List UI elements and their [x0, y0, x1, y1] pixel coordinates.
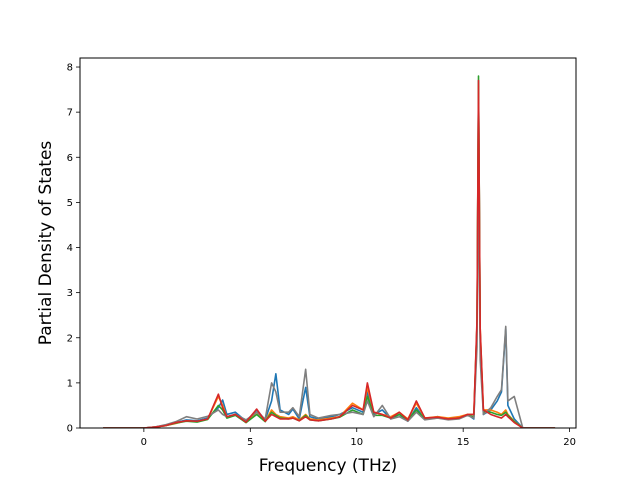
y-tick-label: 5 [67, 198, 73, 209]
x-tick-label: 0 [141, 437, 147, 448]
y-tick-label: 8 [67, 63, 73, 74]
x-tick-label: 5 [247, 437, 253, 448]
series-line-4 [102, 165, 556, 428]
x-axis-ticks: 0 5 10 15 20 [141, 428, 576, 448]
y-tick-label: 3 [67, 288, 73, 299]
x-tick-label: 20 [563, 437, 576, 448]
x-tick-label: 15 [457, 437, 470, 448]
y-axis-label: Partial Density of States [36, 141, 56, 346]
x-axis-label: Frequency (THz) [259, 456, 398, 476]
y-tick-label: 0 [67, 424, 73, 435]
y-tick-label: 4 [67, 243, 73, 254]
y-tick-label: 7 [67, 108, 73, 119]
series-layer [102, 75, 556, 428]
x-tick-label: 10 [350, 437, 363, 448]
y-axis-ticks: 0 1 2 3 4 5 6 7 8 [67, 63, 80, 435]
y-tick-label: 6 [67, 153, 73, 164]
series-line-5 [102, 79, 556, 428]
y-tick-label: 1 [67, 378, 73, 389]
y-tick-label: 2 [67, 333, 73, 344]
plot-frame [79, 57, 577, 429]
